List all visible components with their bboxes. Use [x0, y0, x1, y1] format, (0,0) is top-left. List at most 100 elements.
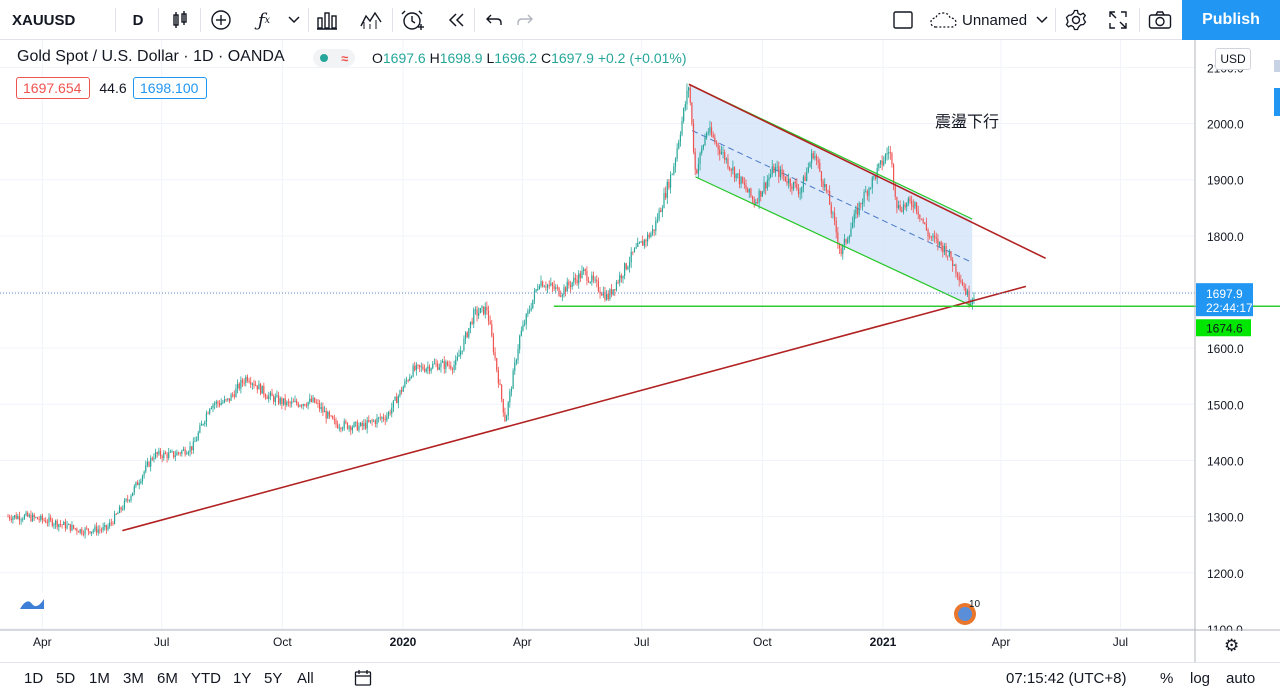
candle-body [163, 452, 165, 459]
candle-body [45, 520, 47, 523]
alert-icon[interactable] [398, 0, 428, 40]
y-tick-label: 1900.0 [1207, 174, 1244, 188]
fullscreen-icon[interactable] [1104, 0, 1132, 40]
toolbar-divider [1139, 8, 1140, 32]
chevron-down-icon[interactable] [284, 0, 304, 40]
candle-body [378, 417, 380, 419]
candle-body [360, 422, 362, 426]
candle-body [240, 380, 242, 389]
symbol-search[interactable]: XAUUSD [12, 11, 76, 29]
log-scale-button[interactable]: log [1190, 669, 1211, 687]
currency-badge[interactable]: USD [1215, 48, 1251, 70]
candle-body [861, 202, 864, 205]
candle-body [84, 528, 86, 535]
replay-icon[interactable] [443, 0, 469, 40]
timeframe-1m[interactable]: 1M [89, 669, 110, 687]
tradingview-logo-icon[interactable] [17, 590, 47, 616]
candle-body [232, 394, 234, 396]
channel-lower-line[interactable] [695, 176, 973, 307]
timeframe-3m[interactable]: 3M [123, 669, 144, 687]
annotation-text[interactable]: 震盪下行 [935, 112, 999, 131]
redo-icon[interactable] [513, 0, 537, 40]
chart-settings-icon[interactable]: ⚙ [1224, 636, 1239, 656]
percent-scale-button[interactable]: % [1160, 669, 1174, 687]
side-panel-handle-icon[interactable] [1274, 88, 1280, 116]
undo-icon[interactable] [482, 0, 506, 40]
timeframe-5d[interactable]: 5D [56, 669, 76, 687]
templates-icon[interactable] [313, 0, 341, 40]
candle-body [68, 523, 70, 525]
price-chart[interactable]: 震盪下行 1100.01200.01300.01400.01500.01600.… [0, 40, 1280, 662]
candle-body [502, 399, 504, 413]
change-value: +0.2 (+0.01%) [597, 50, 687, 66]
candle-body [410, 376, 413, 378]
candle-body [235, 388, 237, 398]
candle-body [546, 284, 549, 288]
candle-body [320, 407, 322, 410]
candle-body [953, 264, 955, 266]
side-panel-handle-icon[interactable] [1274, 60, 1280, 72]
candle-body [392, 400, 394, 408]
candle-body [276, 395, 278, 397]
auto-scale-button[interactable]: auto [1226, 669, 1256, 687]
clock-time[interactable]: 07:15:42 (UTC+8) [1006, 669, 1127, 687]
candle-body [427, 366, 429, 369]
market-status-badge[interactable]: ≈ [313, 49, 355, 67]
candle-body [397, 395, 399, 404]
fullscreen-layout-icon[interactable] [890, 0, 916, 40]
layout-name[interactable]: Unnamed [962, 11, 1028, 29]
timeframe-1d[interactable]: 1D [24, 669, 44, 687]
camera-icon[interactable] [1145, 0, 1175, 40]
candles-icon[interactable] [166, 0, 194, 40]
candle-body [364, 423, 367, 429]
candle-body [715, 142, 718, 144]
candle-body [606, 293, 608, 300]
candle-body [943, 245, 946, 253]
candle-body [366, 420, 368, 429]
candle-body [722, 152, 724, 153]
publish-button[interactable]: Publish [1182, 0, 1280, 40]
support-trend-line[interactable] [122, 285, 1027, 532]
add-indicator-icon[interactable] [207, 0, 235, 40]
candle-body [325, 411, 327, 419]
candle-body [259, 383, 262, 394]
timeframe-ytd[interactable]: YTD [191, 669, 221, 687]
candle-body [346, 422, 349, 429]
candle-body [41, 515, 44, 520]
candle-body [612, 289, 614, 295]
candle-body [645, 239, 647, 242]
candle-body [583, 269, 585, 271]
chevron-down-icon[interactable] [1034, 0, 1050, 40]
candle-body [56, 520, 58, 528]
candle-body [474, 309, 476, 311]
candle-body [806, 171, 808, 182]
candle-body [661, 207, 663, 213]
candle-body [911, 201, 913, 206]
candle-body [194, 441, 196, 443]
candle-body [902, 204, 905, 212]
timeframe-5y[interactable]: 5Y [264, 669, 283, 687]
candle-body [584, 269, 586, 272]
candle-body [91, 531, 93, 534]
date-range-icon[interactable] [350, 663, 376, 693]
bid-price[interactable]: 1697.654 [16, 77, 90, 99]
candle-body [791, 186, 793, 190]
candle-body [248, 380, 250, 383]
cloud-icon[interactable] [928, 0, 960, 40]
candle-body [399, 390, 401, 396]
candle-body [573, 277, 575, 283]
candle-body [409, 377, 411, 381]
candle-body [264, 394, 267, 398]
ask-price[interactable]: 1698.100 [133, 77, 207, 99]
settings-icon[interactable] [1062, 0, 1090, 40]
timeframe-6m[interactable]: 6M [157, 669, 178, 687]
events-icon[interactable]: 10 [951, 598, 983, 626]
compare-icon[interactable] [357, 0, 385, 40]
timeframe-all[interactable]: All [297, 669, 314, 687]
candle-body [453, 365, 455, 370]
interval-button[interactable]: D [132, 11, 144, 29]
resistance-trend-line[interactable] [688, 83, 1046, 260]
timeframe-1y[interactable]: 1Y [233, 669, 252, 687]
candle-body [788, 178, 790, 184]
